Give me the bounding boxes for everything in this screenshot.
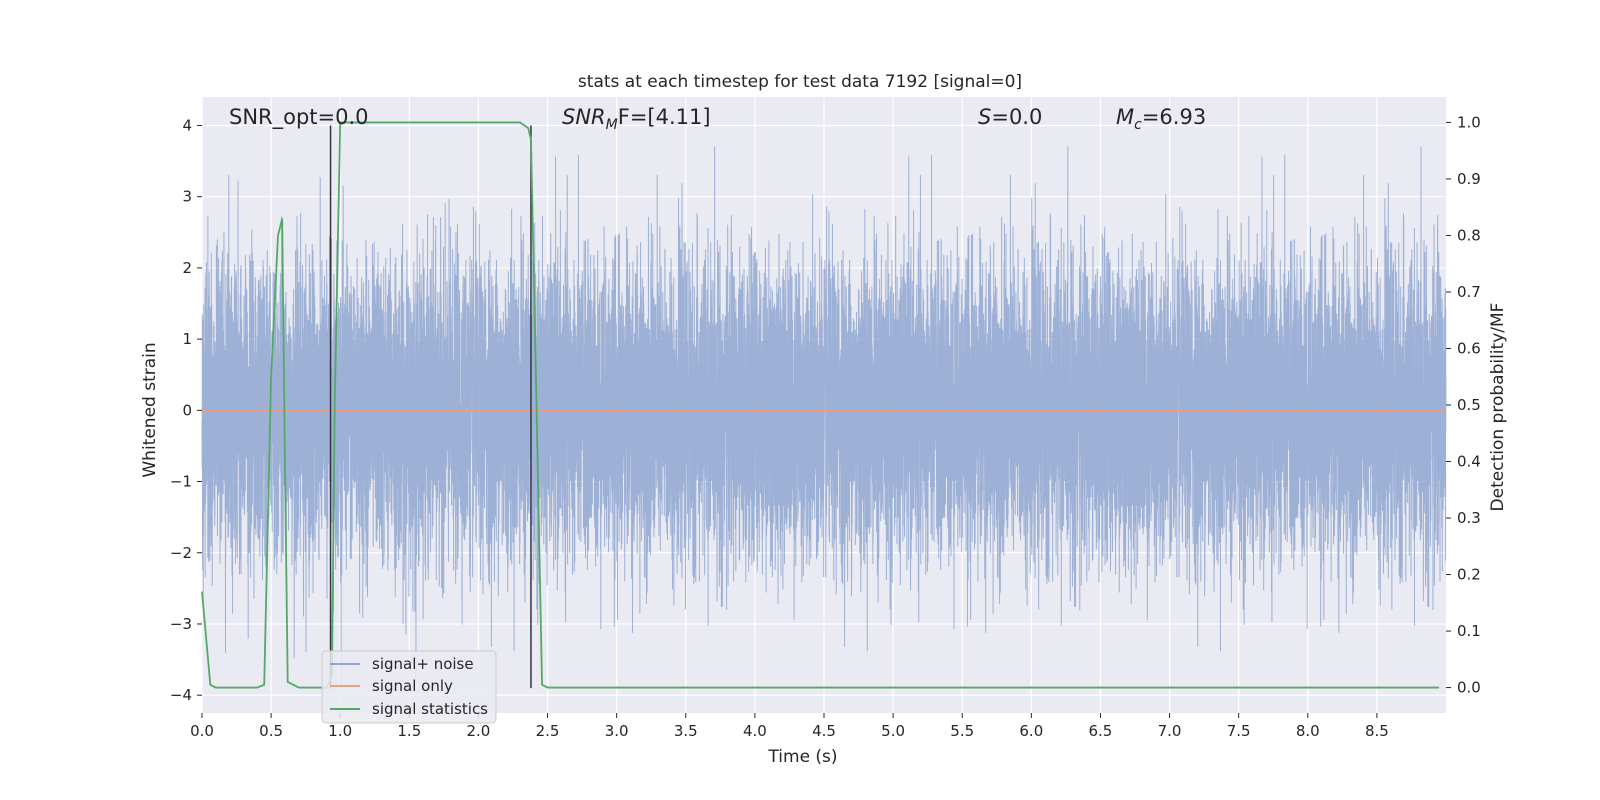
y-right-tick-label: 0.2 (1457, 566, 1481, 584)
x-tick-label: 6.5 (1089, 722, 1113, 740)
snr-mf-subscript: M (606, 117, 618, 133)
y-right-tick-label: 0.8 (1457, 226, 1481, 244)
series-signal-statistics (201, 121, 1440, 689)
y-axis-label-right: Detection probability/MF (1488, 303, 1508, 512)
y-right-tick-label: 0.3 (1457, 509, 1481, 527)
y-right-tick-label: 0.9 (1457, 170, 1481, 188)
y-left-tick-label: −4 (170, 686, 192, 704)
legend-box (321, 650, 497, 724)
plot-content (201, 121, 1447, 689)
y-right-tick-label: 0.0 (1457, 679, 1481, 697)
ticks: 0.0 0.5 1.0 1.5 2.0 2.5 3.0 3.5 4.0 4.5 5.0 5.5 6.0 6… (170, 113, 1481, 740)
snr-mf-annotation: SNRMF=[4.11] (562, 105, 711, 133)
x-tick-label: 7.0 (1158, 722, 1182, 740)
y-left-tick-label: 4 (182, 116, 192, 134)
y-right-tick-label: 0.1 (1457, 622, 1481, 640)
x-tick-label: 2.5 (536, 722, 560, 740)
mc-base: M (1116, 105, 1134, 129)
x-tick-label: 8.0 (1296, 722, 1320, 740)
y-left-tick-label: 2 (182, 259, 192, 277)
snr-mf-value: F=[4.11] (618, 105, 711, 129)
x-tick-label: 3.5 (674, 722, 698, 740)
legend-label-signal-noise: signal+ noise (372, 655, 474, 673)
x-tick-label: 5.0 (881, 722, 905, 740)
y-left-tick-label: 3 (182, 188, 192, 206)
x-tick-label: 1.0 (328, 722, 352, 740)
y-axis-label-left: Whitened strain (140, 342, 160, 477)
x-tick-label: 0.0 (190, 722, 214, 740)
y-right-tick-label: 0.7 (1457, 283, 1481, 301)
y-right-tick-label: 0.4 (1457, 453, 1481, 471)
x-tick-label: 1.5 (397, 722, 421, 740)
y-right-tick-label: 0.6 (1457, 339, 1481, 357)
legend: signal+ noise signal only signal statist… (321, 650, 497, 724)
y-left-tick-label: −1 (170, 473, 192, 491)
y-left-tick-label: −2 (170, 544, 192, 562)
y-right-tick-label: 1.0 (1457, 113, 1481, 131)
snr-mf-base: SNR (562, 105, 606, 129)
s-symbol: S (978, 105, 991, 129)
x-tick-label: 7.5 (1227, 722, 1251, 740)
y-right-tick-label: 0.5 (1457, 396, 1481, 414)
y-left-tick-label: 0 (182, 401, 192, 419)
y-left-tick-label: −3 (170, 615, 192, 633)
x-tick-label: 3.0 (605, 722, 629, 740)
legend-label-signal-statistics: signal statistics (372, 700, 488, 718)
x-tick-label: 5.5 (950, 722, 974, 740)
x-axis-label: Time (s) (767, 747, 837, 767)
x-tick-label: 4.0 (743, 722, 767, 740)
x-tick-label: 8.5 (1365, 722, 1389, 740)
x-tick-label: 0.5 (259, 722, 283, 740)
mc-annotation: Mc=6.93 (1116, 105, 1206, 133)
mc-subscript: c (1134, 117, 1142, 133)
mc-value: =6.93 (1142, 105, 1206, 129)
x-tick-label: 4.5 (812, 722, 836, 740)
series-signal-noise (201, 146, 1447, 689)
x-tick-label: 6.0 (1019, 722, 1043, 740)
snr-opt-annotation: SNR_opt=0.0 (229, 105, 369, 130)
s-annotation: S=0.0 (978, 105, 1042, 129)
x-tick-label: 2.0 (467, 722, 491, 740)
chart-title: stats at each timestep for test data 719… (578, 72, 1022, 92)
legend-label-signal-only: signal only (372, 677, 453, 695)
y-left-tick-label: 1 (182, 330, 192, 348)
s-value: =0.0 (991, 105, 1042, 129)
